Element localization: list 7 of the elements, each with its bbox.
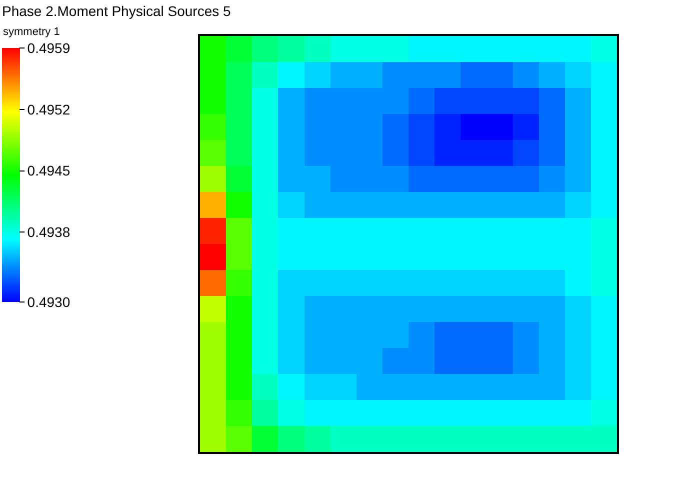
chart-title: Phase 2.Moment Physical Sources 5: [2, 2, 231, 19]
color-bar-label: 0.4930: [27, 294, 70, 310]
color-bar-label: 0.4952: [27, 101, 70, 118]
color-bar-label: 0.4938: [27, 224, 70, 240]
color-bar-title: symmetry 1: [3, 26, 60, 38]
color-bar-label: 0.4945: [27, 162, 70, 179]
color-bar-label: 0.4959: [27, 40, 70, 56]
